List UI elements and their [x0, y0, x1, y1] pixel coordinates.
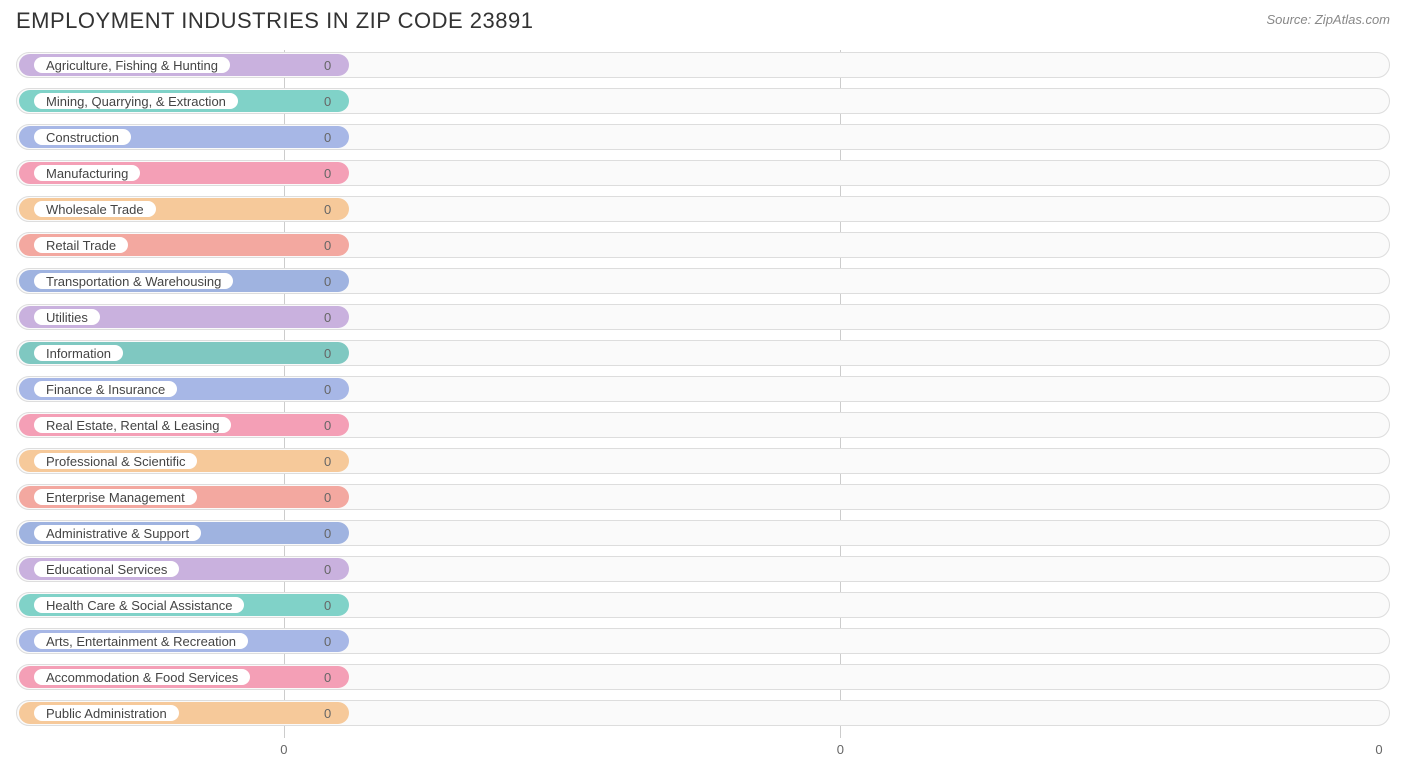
chart-title: EMPLOYMENT INDUSTRIES IN ZIP CODE 23891: [16, 8, 534, 34]
bar-value: 0: [324, 698, 331, 728]
bar-value: 0: [324, 338, 331, 368]
bar-label: Health Care & Social Assistance: [34, 597, 244, 613]
bar-value: 0: [324, 230, 331, 260]
bar-row: Construction 0: [16, 122, 1390, 152]
bar-value: 0: [324, 626, 331, 656]
header: EMPLOYMENT INDUSTRIES IN ZIP CODE 23891 …: [0, 0, 1406, 38]
bars-layer: Agriculture, Fishing & Hunting0Mining, Q…: [16, 50, 1390, 734]
bar-value: 0: [324, 158, 331, 188]
bar-row: Accommodation & Food Services 0: [16, 662, 1390, 692]
bar-label: Transportation & Warehousing: [34, 273, 233, 289]
bar-value: 0: [324, 554, 331, 584]
bar-value: 0: [324, 410, 331, 440]
bar-row: Professional & Scientific 0: [16, 446, 1390, 476]
bar-label: Agriculture, Fishing & Hunting: [34, 57, 230, 73]
bar-label: Construction: [34, 129, 131, 145]
bar-label: Utilities: [34, 309, 100, 325]
bar-row: Retail Trade 0: [16, 230, 1390, 260]
bar-value: 0: [324, 374, 331, 404]
bar-label: Manufacturing: [34, 165, 140, 181]
bar-label: Enterprise Management: [34, 489, 197, 505]
x-tick-label: 0: [837, 742, 844, 757]
bar-label: Educational Services: [34, 561, 179, 577]
bar-label: Information: [34, 345, 123, 361]
bar-row: Utilities 0: [16, 302, 1390, 332]
bar-row: Finance & Insurance 0: [16, 374, 1390, 404]
bar-label: Administrative & Support: [34, 525, 201, 541]
bar-row: Enterprise Management 0: [16, 482, 1390, 512]
bar-row: Educational Services 0: [16, 554, 1390, 584]
bar-value: 0: [324, 122, 331, 152]
bar-label: Mining, Quarrying, & Extraction: [34, 93, 238, 109]
x-tick-label: 0: [280, 742, 287, 757]
bar-value: 0: [324, 302, 331, 332]
bar-value: 0: [324, 518, 331, 548]
bar-value: 0: [324, 86, 331, 116]
bar-row: Agriculture, Fishing & Hunting 0: [16, 50, 1390, 80]
bar-row: Health Care & Social Assistance 0: [16, 590, 1390, 620]
bar-row: Manufacturing 0: [16, 158, 1390, 188]
bar-label: Finance & Insurance: [34, 381, 177, 397]
bar-row: Wholesale Trade 0: [16, 194, 1390, 224]
bar-label: Wholesale Trade: [34, 201, 156, 217]
bar-value: 0: [324, 446, 331, 476]
bar-value: 0: [324, 50, 331, 80]
bar-label: Arts, Entertainment & Recreation: [34, 633, 248, 649]
bar-value: 0: [324, 194, 331, 224]
bar-row: Administrative & Support 0: [16, 518, 1390, 548]
chart-area: Agriculture, Fishing & Hunting0Mining, Q…: [16, 50, 1390, 750]
bar-value: 0: [324, 590, 331, 620]
bar-row: Transportation & Warehousing 0: [16, 266, 1390, 296]
bar-row: Arts, Entertainment & Recreation 0: [16, 626, 1390, 656]
bar-row: Information 0: [16, 338, 1390, 368]
bar-value: 0: [324, 482, 331, 512]
bar-value: 0: [324, 662, 331, 692]
bar-row: Real Estate, Rental & Leasing 0: [16, 410, 1390, 440]
source-attribution: Source: ZipAtlas.com: [1266, 8, 1390, 27]
bar-label: Public Administration: [34, 705, 179, 721]
bar-label: Retail Trade: [34, 237, 128, 253]
bar-row: Mining, Quarrying, & Extraction 0: [16, 86, 1390, 116]
bar-label: Professional & Scientific: [34, 453, 197, 469]
bar-label: Accommodation & Food Services: [34, 669, 250, 685]
x-tick-label: 0: [1375, 742, 1382, 757]
bar-row: Public Administration 0: [16, 698, 1390, 728]
bar-value: 0: [324, 266, 331, 296]
x-axis: 0 0 0: [16, 742, 1390, 762]
bar-label: Real Estate, Rental & Leasing: [34, 417, 231, 433]
